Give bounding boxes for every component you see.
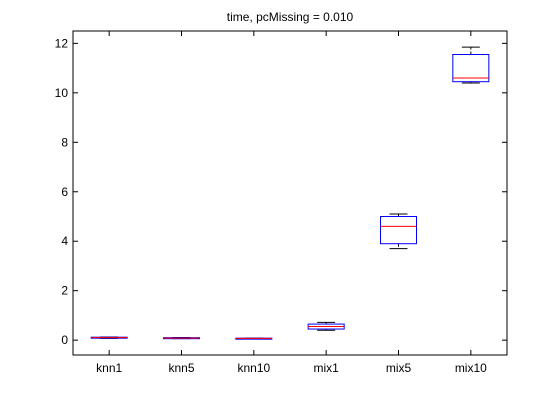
box-knn1 <box>91 337 127 338</box>
y-tick-label: 8 <box>61 135 68 149</box>
box-knn5 <box>164 337 200 338</box>
x-tick-label: knn10 <box>237 361 270 375</box>
x-tick-label: knn5 <box>168 361 194 375</box>
x-tick-label: mix5 <box>386 361 412 375</box>
x-tick-label: knn1 <box>96 361 122 375</box>
y-tick-label: 6 <box>61 185 68 199</box>
y-tick-label: 12 <box>55 36 69 50</box>
y-tick-label: 0 <box>61 333 68 347</box>
y-tick-label: 10 <box>55 86 69 100</box>
x-tick-label: mix1 <box>313 361 339 375</box>
chart-title: time, pcMissing = 0.010 <box>227 10 354 24</box>
box-knn10 <box>236 338 272 339</box>
y-tick-label: 2 <box>61 284 68 298</box>
plot-area <box>73 31 507 355</box>
y-tick-label: 4 <box>61 234 68 248</box>
x-tick-label: mix10 <box>455 361 487 375</box>
